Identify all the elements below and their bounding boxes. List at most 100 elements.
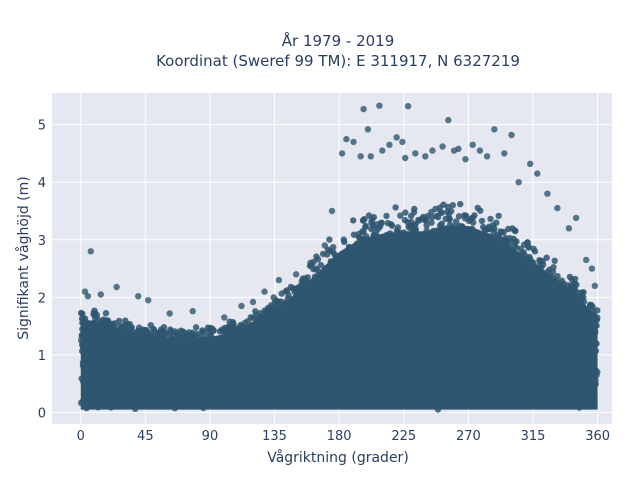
- scatter-point: [405, 223, 412, 231]
- scatter-point: [551, 257, 558, 264]
- scatter-point: [317, 261, 325, 269]
- scatter-point: [384, 219, 391, 227]
- scatter-point: [350, 138, 357, 146]
- scatter-point: [510, 235, 517, 242]
- scatter-point: [122, 317, 129, 324]
- scatter-point: [328, 207, 336, 215]
- scatter-point: [445, 116, 452, 124]
- scatter-point: [446, 216, 453, 223]
- scatter-point: [341, 238, 348, 246]
- x-axis-ticks: 0 45 90 135 180 225 270 315 360: [77, 429, 610, 444]
- scatter-point: [360, 105, 367, 113]
- scatter-point: [420, 213, 427, 221]
- scatter-point: [509, 225, 516, 232]
- scatter-point: [145, 297, 152, 304]
- scatter-point: [270, 294, 277, 301]
- scatter-point: [160, 328, 167, 335]
- scatter-point: [588, 265, 596, 272]
- x-tick-label: 90: [202, 429, 219, 444]
- scatter-point: [502, 234, 509, 242]
- scatter-point: [437, 209, 444, 216]
- scatter-point: [469, 141, 476, 148]
- scatter-point: [572, 275, 579, 283]
- scatter-point: [515, 179, 522, 186]
- scatter-point: [252, 308, 259, 315]
- scatter-point: [411, 205, 418, 213]
- scatter-point: [330, 244, 337, 251]
- scatter-point: [383, 212, 390, 220]
- scatter-point: [189, 308, 196, 315]
- scatter-point: [534, 170, 541, 177]
- scatter-point: [554, 273, 561, 280]
- scatter-point: [84, 293, 92, 300]
- scatter-point: [554, 204, 561, 212]
- scatter-point: [471, 212, 478, 219]
- scatter-point: [483, 153, 491, 160]
- scatter-point: [392, 204, 399, 211]
- dense-point-region: [80, 226, 598, 410]
- scatter-point: [439, 143, 446, 150]
- scatter-point: [490, 228, 497, 235]
- scatter-point: [87, 248, 95, 255]
- scatter-point: [404, 103, 412, 110]
- x-tick-label: 225: [391, 429, 416, 444]
- scatter-point: [77, 309, 85, 317]
- scatter-point: [221, 314, 228, 321]
- scatter-point: [343, 135, 350, 143]
- scatter-point: [338, 150, 346, 157]
- scatter-point: [566, 273, 574, 281]
- scatter-point: [412, 221, 419, 228]
- chart-subtitle: Koordinat (Sweref 99 TM): E 311917, N 63…: [156, 52, 520, 70]
- scatter-point: [544, 190, 551, 197]
- scatter-point: [179, 328, 186, 335]
- scatter-point: [314, 256, 322, 263]
- scatter-point: [422, 153, 429, 160]
- scatter-point: [329, 248, 337, 256]
- y-axis-ticks: 0 1 2 3 4 5: [38, 119, 46, 422]
- scatter-point: [249, 298, 257, 306]
- scatter-point: [524, 239, 531, 246]
- scatter-point: [275, 276, 283, 284]
- scatter-point: [428, 219, 435, 226]
- scatter-point: [402, 154, 409, 162]
- scatter-point: [350, 231, 358, 238]
- x-tick-label: 180: [327, 429, 352, 444]
- y-tick-label: 1: [38, 349, 46, 364]
- scatter-point: [436, 204, 444, 211]
- scatter-point: [386, 141, 393, 148]
- scatter-point: [360, 228, 367, 236]
- scatter-point: [97, 291, 105, 298]
- scatter-point: [261, 288, 268, 295]
- scatter-point: [361, 215, 368, 223]
- scatter-point: [583, 256, 590, 264]
- scatter-point: [376, 102, 383, 109]
- scatter-point: [368, 216, 376, 223]
- scatter-point: [573, 281, 580, 288]
- scatter-point: [461, 212, 468, 219]
- scatter-point: [274, 299, 282, 306]
- scatter-point: [457, 200, 464, 208]
- scatter-point: [192, 324, 200, 331]
- scatter-point: [478, 217, 486, 225]
- scatter-point: [362, 223, 369, 231]
- scatter-point: [449, 202, 456, 209]
- scatter-point: [397, 212, 404, 219]
- scatter-point: [150, 326, 157, 333]
- scatter-point: [238, 302, 245, 310]
- scatter-point: [429, 147, 436, 154]
- scatter-point: [268, 304, 276, 311]
- scatter-point: [508, 131, 515, 139]
- x-tick-label: 360: [585, 429, 610, 444]
- scatter-point: [501, 150, 508, 157]
- scatter-point: [495, 212, 502, 220]
- y-tick-label: 2: [38, 291, 46, 306]
- scatter-point: [399, 138, 406, 146]
- scatter-point: [474, 204, 481, 212]
- x-tick-label: 0: [77, 429, 85, 444]
- scatter-point: [102, 310, 110, 317]
- scatter-point: [580, 289, 587, 296]
- scatter-point: [565, 225, 573, 232]
- scatter-point: [81, 288, 89, 295]
